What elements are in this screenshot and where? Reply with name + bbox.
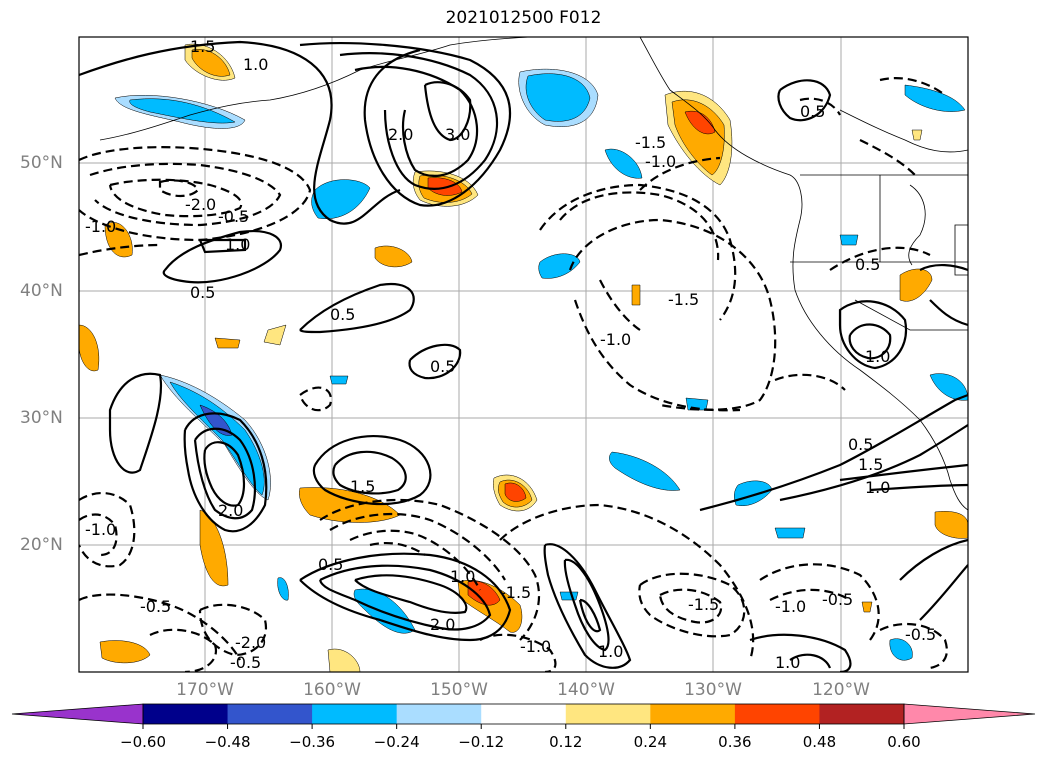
lon-label: 130°W: [684, 680, 742, 700]
contour-label: -1.5: [668, 290, 699, 309]
map-frame: [78, 36, 969, 673]
contour-label: -0.5: [905, 625, 936, 644]
contour-label: 0.5: [800, 102, 825, 121]
contour-label: 1.5: [190, 37, 215, 56]
colorbar-segment: [143, 704, 229, 724]
contour-label: 2.0: [388, 125, 413, 144]
colorbar-segment: [650, 704, 736, 724]
contour-label: -0.5: [230, 653, 261, 672]
lon-label: 170°W: [176, 680, 234, 700]
contour-label: 1.0: [225, 235, 250, 254]
colorbar-tick-label: 0.48: [802, 733, 837, 751]
colorbar-tick-label: −0.12: [458, 733, 505, 751]
colorbar-tick-label: −0.24: [373, 733, 420, 751]
colorbar-min-extend: [11, 703, 144, 725]
colorbar-segment: [227, 704, 313, 724]
shaded-anomalies: [79, 43, 968, 672]
lat-label: 40°N: [20, 281, 63, 301]
colorbar-max-extend: [903, 703, 1036, 725]
contour-label: -2.0: [185, 195, 216, 214]
contour-label: -1.0: [85, 217, 116, 236]
colorbar-tick-label: −0.48: [204, 733, 251, 751]
colorbar-segment: [312, 704, 398, 724]
colorbar-segment: [481, 704, 567, 724]
contour-label: 2.0: [430, 615, 455, 634]
contour-label: 1.0: [775, 653, 800, 672]
contour-label: -1.5: [688, 595, 719, 614]
contour-label: -1.5: [500, 583, 531, 602]
contour-label: 1.0: [598, 642, 623, 661]
map-title: 2021012500 F012: [445, 8, 602, 28]
colorbar-tick-label: 0.24: [633, 733, 668, 751]
contour-label: 0.5: [318, 555, 343, 574]
lon-label: 120°W: [812, 680, 870, 700]
contour-label: 1.0: [865, 347, 890, 366]
contour-label: 2.0: [218, 501, 243, 520]
contour-label: 0.5: [848, 435, 873, 454]
lon-label: 160°W: [303, 680, 361, 700]
contour-label: -1.0: [600, 330, 631, 349]
contour-label: -1.0: [645, 152, 676, 171]
contour-label: -1.5: [635, 133, 666, 152]
colorbar-segment: [819, 704, 905, 724]
lat-label: 20°N: [20, 535, 63, 555]
contour-label: 1.0: [865, 478, 890, 497]
contour-label: 1.5: [858, 455, 883, 474]
colorbar-tick-label: −0.60: [120, 733, 166, 751]
contour-label: -0.5: [218, 207, 249, 226]
contour-label: 1.0: [243, 55, 268, 74]
positive-contours: [79, 40, 968, 672]
colorbar-tick-label: −0.36: [289, 733, 336, 751]
contour-label: 1.5: [350, 477, 375, 496]
contour-label: -2.0: [235, 633, 266, 652]
contour-label: 0.5: [855, 255, 880, 274]
contour-label: -0.5: [822, 590, 853, 609]
contour-label: -1.0: [775, 597, 806, 616]
contour-label: -1.0: [520, 637, 551, 656]
lat-label: 50°N: [20, 153, 63, 173]
colorbar-tick-label: 0.60: [887, 733, 921, 751]
contour-label: -0.5: [140, 597, 171, 616]
contour-label: 0.5: [430, 357, 455, 376]
lon-label: 150°W: [430, 680, 488, 700]
colorbar-segment: [565, 704, 651, 724]
colorbar-tick-label: 0.36: [718, 733, 752, 751]
lon-label: 140°W: [557, 680, 615, 700]
contour-label: 0.5: [330, 305, 355, 324]
contour-label: 0.5: [190, 283, 215, 302]
lat-label: 30°N: [20, 408, 63, 428]
contour-labels: 1.5 1.0 2.0 3.0 0.5 -1.5 -1.0 -2.0 -0.5 …: [85, 37, 936, 672]
colorbar-segment: [396, 704, 482, 724]
contour-label: -1.0: [85, 520, 116, 539]
contour-label: 3.0: [445, 125, 470, 144]
negative-contours: [79, 77, 948, 672]
colorbar-tick-label: 0.12: [549, 733, 583, 751]
colorbar-segment: [734, 704, 820, 724]
contour-label: 1.0: [450, 567, 475, 586]
